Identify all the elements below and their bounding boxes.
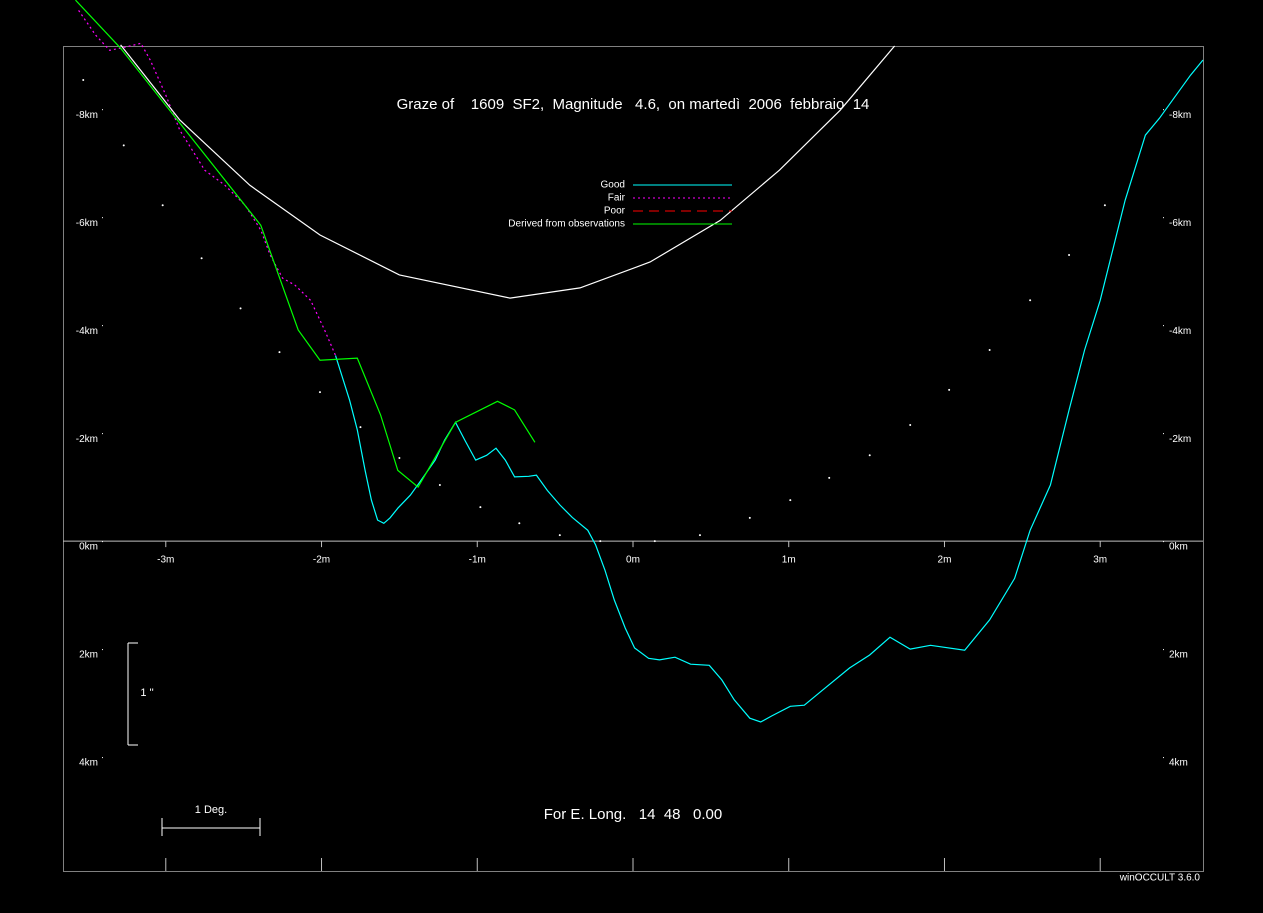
limb-dot [748,516,751,519]
y-tick [102,541,103,543]
limb-dot [988,348,991,351]
profile-line [78,10,337,356]
limb-dot [1068,253,1071,256]
legend-label: Fair [608,193,626,204]
limb-dot [82,79,85,82]
limb-dot [518,522,521,525]
limb-dot [122,144,125,147]
limb-dot [909,424,912,427]
profile-line [75,0,536,489]
y-tick [102,325,103,327]
limb-dot [599,540,602,543]
limb-dot [318,391,321,394]
y-tick [102,433,103,435]
y-tick [1163,433,1164,435]
time-scale-label: 1 Deg. [195,804,227,816]
y-tick [1163,649,1164,651]
limb-dot [200,257,203,260]
y-tick-label: 0km [1169,542,1188,553]
y-tick-label: 4km [79,758,98,769]
y-tick [1163,109,1164,111]
limb-dot [948,388,951,391]
x-tick-label: -2m [313,555,330,566]
x-tick-label: 3m [1093,555,1107,566]
plot-frame [63,46,1204,872]
chart-title: Graze of 1609 SF2, Magnitude 4.6, on mar… [397,96,870,113]
x-tick-label: 0m [626,555,640,566]
chart-subtitle: For E. Long. 14 48 0.00 [544,806,722,823]
limb-dot [359,426,362,429]
y-tick [102,217,103,219]
legend-label: Poor [604,206,626,217]
y-tick-label: -6km [76,218,98,229]
limb-dot [558,534,561,537]
y-tick [102,109,103,111]
limb-dot [438,483,441,486]
limb-dot [1029,299,1032,302]
y-tick-label: 4km [1169,758,1188,769]
x-tick-label: 2m [938,555,952,566]
y-tick-label: -2km [1169,434,1191,445]
y-tick [1163,325,1164,327]
limb-line [120,44,896,299]
y-tick-label: 2km [79,650,98,661]
limb-dot [653,540,656,543]
limb-dot [1103,204,1106,207]
y-tick-label: -8km [1169,110,1191,121]
footer: winOCCULT 3.6.0 [1119,873,1201,884]
limb-dot [398,456,401,459]
y-tick-label: -6km [1169,218,1191,229]
arc-scale-label: 1 '' [140,687,153,699]
y-tick-label: -4km [76,326,98,337]
y-tick [102,649,103,651]
y-tick [1163,217,1164,219]
y-tick-label: -2km [76,434,98,445]
y-tick [1163,541,1164,543]
limb-dot [479,506,482,509]
y-tick-label: 0km [79,542,98,553]
y-tick [1163,757,1164,759]
y-tick-label: -4km [1169,326,1191,337]
y-tick-label: -8km [76,110,98,121]
y-tick-label: 2km [1169,650,1188,661]
profile-line [334,59,1204,723]
legend-label: Good [601,180,625,191]
limb-dot [868,454,871,457]
limb-dot [278,351,281,354]
y-tick [102,757,103,759]
x-tick-label: -1m [469,555,486,566]
limb-dot [789,499,792,502]
limb-dot [828,476,831,479]
limb-dot [239,307,242,310]
x-tick-label: -3m [157,555,174,566]
legend-label: Derived from observations [508,219,625,230]
x-tick-label: 1m [782,555,796,566]
limb-dot [698,534,701,537]
limb-dot [161,204,164,207]
